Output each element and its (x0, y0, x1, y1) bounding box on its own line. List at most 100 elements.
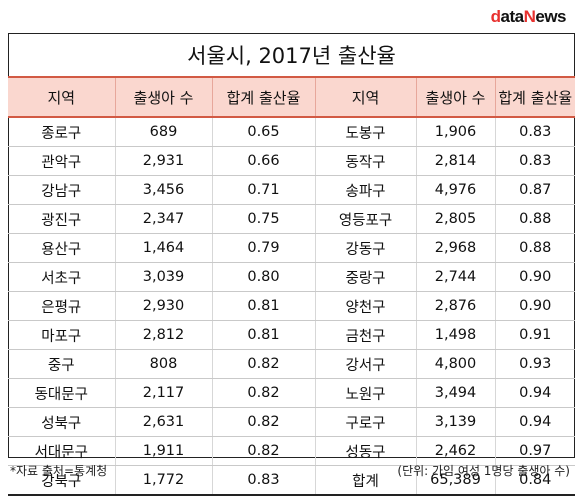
logo-letter-n: N (523, 7, 536, 26)
cell-region: 은평규 (8, 291, 116, 321)
cell-tfr: 0.82 (211, 378, 316, 408)
table-row: 마포구 2,812 0.81 금천구 1,498 0.91 (8, 320, 575, 350)
table-row: 성북구 2,631 0.82 구로구 3,139 0.94 (8, 407, 575, 437)
cell-tfr: 0.71 (211, 175, 316, 205)
cell-births: 2,814 (415, 146, 496, 176)
cell-tfr: 0.87 (494, 175, 575, 205)
cell-tfr: 0.88 (494, 204, 575, 234)
cell-region: 양천구 (314, 291, 417, 321)
cell-region: 성동구 (314, 436, 417, 466)
cell-births: 4,800 (415, 349, 496, 379)
cell-tfr: 0.83 (494, 146, 575, 176)
cell-births: 2,931 (114, 146, 213, 176)
birth-rate-table: 지역 출생아 수 합계 출산율 지역 출생아 수 합계 출산율 종로구 689 0.… (8, 76, 575, 496)
table-row: 용산구 1,464 0.79 강동구 2,968 0.88 (8, 233, 575, 263)
header-region-left: 지역 (8, 76, 116, 118)
cell-births: 2,812 (114, 320, 213, 350)
cell-tfr: 0.88 (494, 233, 575, 263)
cell-tfr: 0.91 (494, 320, 575, 350)
table-row: 강남구 3,456 0.71 송파구 4,976 0.87 (8, 175, 575, 205)
cell-tfr: 0.80 (211, 262, 316, 292)
cell-births: 2,876 (415, 291, 496, 321)
cell-tfr: 0.94 (494, 378, 575, 408)
table-row: 중구 808 0.82 강서구 4,800 0.93 (8, 349, 575, 379)
cell-births: 2,968 (415, 233, 496, 263)
cell-region: 용산구 (8, 233, 116, 263)
cell-region: 노원구 (314, 378, 417, 408)
cell-tfr: 0.82 (211, 407, 316, 437)
table-body: 종로구 689 0.65 도봉구 1,906 0.83 관악구 2,931 0.66 동작구 2,8… (8, 117, 575, 496)
cell-tfr: 0.83 (494, 117, 575, 147)
cell-region: 성북구 (8, 407, 116, 437)
cell-tfr: 0.94 (494, 407, 575, 437)
cell-region: 마포구 (8, 320, 116, 350)
cell-region: 금천구 (314, 320, 417, 350)
cell-tfr: 0.93 (494, 349, 575, 379)
cell-region: 관악구 (8, 146, 116, 176)
header-births-right: 출생아 수 (415, 76, 496, 118)
cell-births: 3,494 (415, 378, 496, 408)
header-region-right: 지역 (314, 76, 417, 118)
table-row: 동대문구 2,117 0.82 노원구 3,494 0.94 (8, 378, 575, 408)
cell-births: 2,631 (114, 407, 213, 437)
cell-tfr: 0.90 (494, 291, 575, 321)
cell-births: 1,911 (114, 436, 213, 466)
cell-region: 강동구 (314, 233, 417, 263)
cell-region: 도봉구 (314, 117, 417, 147)
cell-births: 1,772 (114, 465, 213, 496)
header-births-left: 출생아 수 (114, 76, 213, 118)
cell-region: 광진구 (8, 204, 116, 234)
cell-region: 중랑구 (314, 262, 417, 292)
table-row: 서초구 3,039 0.80 중랑구 2,744 0.90 (8, 262, 575, 292)
cell-births: 3,456 (114, 175, 213, 205)
cell-births: 3,139 (415, 407, 496, 437)
cell-tfr: 0.83 (211, 465, 316, 496)
cell-births: 2,930 (114, 291, 213, 321)
cell-tfr: 0.81 (211, 291, 316, 321)
cell-region: 종로구 (8, 117, 116, 147)
cell-births: 2,462 (415, 436, 496, 466)
cell-tfr: 0.65 (211, 117, 316, 147)
cell-births: 689 (114, 117, 213, 147)
cell-tfr: 0.75 (211, 204, 316, 234)
cell-births: 4,976 (415, 175, 496, 205)
cell-births: 2,117 (114, 378, 213, 408)
cell-tfr: 0.82 (211, 436, 316, 466)
cell-tfr: 0.97 (494, 436, 575, 466)
cell-tfr: 0.90 (494, 262, 575, 292)
cell-region: 중구 (8, 349, 116, 379)
cell-births: 2,347 (114, 204, 213, 234)
logo-text-ata: ata (500, 7, 525, 26)
cell-births: 808 (114, 349, 213, 379)
cell-tfr: 0.66 (211, 146, 316, 176)
header-tfr-left: 합계 출산율 (211, 76, 316, 118)
cell-region: 구로구 (314, 407, 417, 437)
source-note: *자료 출처=통계청 (10, 464, 108, 478)
cell-region: 동작구 (314, 146, 417, 176)
table-row: 서대문구 1,911 0.82 성동구 2,462 0.97 (8, 436, 575, 466)
header-tfr-right: 합계 출산율 (494, 76, 575, 118)
datanews-logo: dataNews (490, 7, 567, 29)
cell-region: 동대문구 (8, 378, 116, 408)
cell-births: 1,906 (415, 117, 496, 147)
cell-region: 서대문구 (8, 436, 116, 466)
cell-tfr: 0.79 (211, 233, 316, 263)
cell-region: 영등포구 (314, 204, 417, 234)
cell-tfr: 0.81 (211, 320, 316, 350)
table-row: 광진구 2,347 0.75 영등포구 2,805 0.88 (8, 204, 575, 234)
cell-tfr: 0.82 (211, 349, 316, 379)
cell-region: 강서구 (314, 349, 417, 379)
table-row: 관악구 2,931 0.66 동작구 2,814 0.83 (8, 146, 575, 176)
cell-births: 3,039 (114, 262, 213, 292)
cell-births: 2,805 (415, 204, 496, 234)
cell-births: 1,464 (114, 233, 213, 263)
table-row: 종로구 689 0.65 도봉구 1,906 0.83 (8, 117, 575, 147)
table-row: 은평규 2,930 0.81 양천구 2,876 0.90 (8, 291, 575, 321)
cell-births: 1,498 (415, 320, 496, 350)
logo-letter-d: d (490, 7, 501, 26)
table-header-row: 지역 출생아 수 합계 출산율 지역 출생아 수 합계 출산율 (8, 76, 575, 118)
logo-text-ews: ews (535, 7, 566, 26)
unit-note: (단위: 가임 여성 1명당 출생아 수) (397, 464, 570, 478)
cell-region: 서초구 (8, 262, 116, 292)
cell-region: 송파구 (314, 175, 417, 205)
